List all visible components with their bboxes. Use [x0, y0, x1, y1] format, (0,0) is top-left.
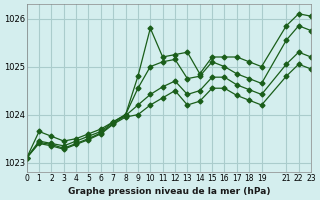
X-axis label: Graphe pression niveau de la mer (hPa): Graphe pression niveau de la mer (hPa) — [68, 187, 270, 196]
